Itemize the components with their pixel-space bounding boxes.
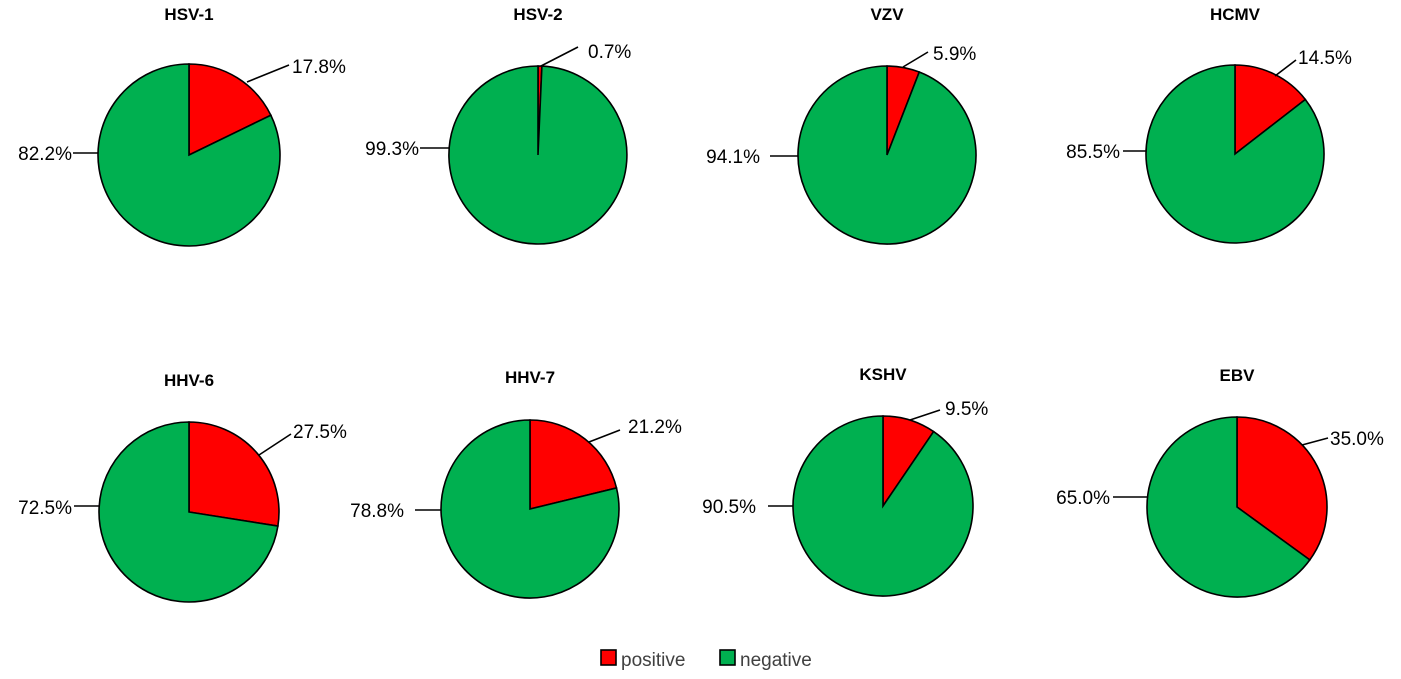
pie-slice-positive xyxy=(1234,64,1307,156)
leader-line-positive xyxy=(588,429,621,443)
pie-hhv-6: HHV-6 27.5% 72.5% xyxy=(18,371,347,603)
pie-slice-positive xyxy=(529,419,618,511)
pie-title: HHV-6 xyxy=(164,371,214,390)
pie-slice-negative xyxy=(1145,64,1325,244)
data-label-negative: 65.0% xyxy=(1056,488,1110,509)
legend-item-positive: positive xyxy=(600,649,685,671)
pie-hcmv: HCMV 14.5% 85.5% xyxy=(1066,5,1352,244)
leader-line-positive xyxy=(1274,59,1297,77)
data-label-positive: 0.7% xyxy=(588,42,631,63)
pie-ebv: EBV 35.0% 65.0% xyxy=(1056,366,1384,598)
data-label-negative: 94.1% xyxy=(706,147,760,168)
pie-title: HHV-7 xyxy=(505,368,555,387)
data-label-negative: 85.5% xyxy=(1066,142,1120,163)
legend-swatch-negative xyxy=(719,649,736,666)
data-label-negative: 99.3% xyxy=(365,139,419,160)
data-label-positive: 27.5% xyxy=(293,422,347,443)
pie-hsv-1: HSV-1 17.8% 82.2% xyxy=(18,5,346,247)
legend: positive negative xyxy=(600,649,812,671)
data-label-positive: 14.5% xyxy=(1298,48,1352,69)
leader-line-positive xyxy=(909,409,941,421)
pie-slice-negative xyxy=(797,65,977,245)
pie-vzv: VZV 5.9% 94.1% xyxy=(706,5,977,245)
legend-label: negative xyxy=(740,650,812,671)
leader-line-positive xyxy=(902,51,929,68)
pie-slice-negative xyxy=(97,63,281,247)
pie-slice-positive xyxy=(1236,416,1328,562)
pie-slice-negative xyxy=(448,65,628,245)
pie-slice-negative xyxy=(1146,416,1311,598)
pie-slice-negative xyxy=(440,419,620,599)
data-label-negative: 72.5% xyxy=(18,498,72,519)
pie-slice-positive xyxy=(188,63,272,157)
data-label-positive: 9.5% xyxy=(945,399,988,420)
pie-slice-positive xyxy=(188,421,280,527)
data-label-negative: 90.5% xyxy=(702,497,756,518)
legend-swatch-positive xyxy=(600,649,617,666)
pie-hsv-2: HSV-2 0.7% 99.3% xyxy=(365,5,631,245)
data-label-negative: 82.2% xyxy=(18,144,72,165)
data-label-negative: 78.8% xyxy=(350,501,404,522)
legend-item-negative: negative xyxy=(719,649,812,671)
leader-line-positive xyxy=(1301,437,1329,446)
pie-title: KSHV xyxy=(859,365,907,384)
pie-title: HSV-1 xyxy=(164,5,213,24)
pie-title: HSV-2 xyxy=(513,5,562,24)
data-label-positive: 5.9% xyxy=(933,44,976,65)
pie-hhv-7: HHV-7 21.2% 78.8% xyxy=(350,368,682,599)
pie-slice-negative xyxy=(98,421,279,603)
pie-slice-negative xyxy=(792,415,974,597)
data-label-positive: 17.8% xyxy=(292,57,346,78)
leader-line-positive xyxy=(246,64,290,83)
data-label-positive: 35.0% xyxy=(1330,429,1384,450)
pie-title: EBV xyxy=(1220,366,1256,385)
legend-label: positive xyxy=(621,650,685,671)
pie-kshv: KSHV 9.5% 90.5% xyxy=(702,365,988,597)
data-label-positive: 21.2% xyxy=(628,417,682,438)
leader-line-positive xyxy=(540,46,579,67)
leader-line-positive xyxy=(258,433,292,456)
pie-title: HCMV xyxy=(1210,5,1261,24)
pie-title: VZV xyxy=(870,5,904,24)
pies-layer: HSV-1 17.8% 82.2% HSV-2 0.7% 99.3% VZV 5.9% 94.1… xyxy=(18,5,1384,603)
